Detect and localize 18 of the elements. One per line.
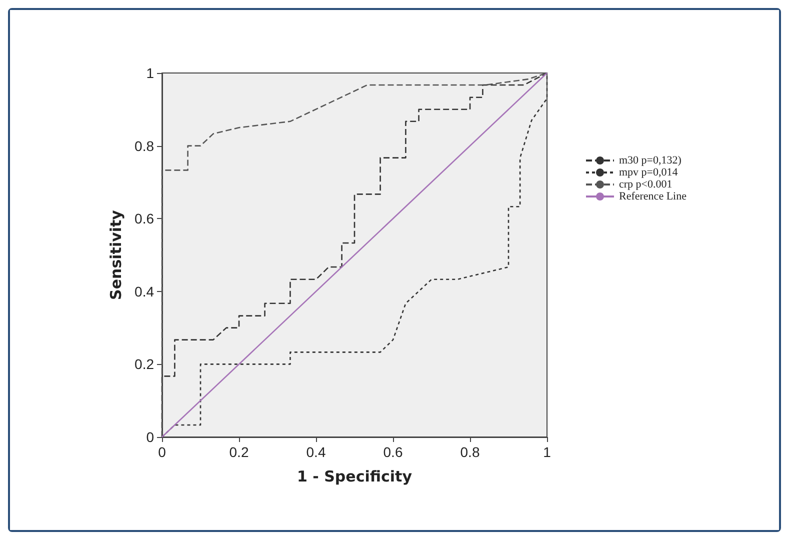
- x-tick-label: 1: [543, 444, 552, 460]
- legend-label: m30 p=0,132): [619, 154, 682, 166]
- y-tick-label: 1: [146, 65, 154, 81]
- y-tick-label: 0.2: [134, 356, 154, 372]
- x-tick-label: 0: [158, 444, 166, 460]
- x-tick-label: 0.8: [460, 444, 480, 460]
- y-tick-label: 0.4: [134, 283, 154, 300]
- y-axis-title: Sensitivity: [107, 210, 126, 300]
- y-tick-label: 0.6: [134, 210, 154, 227]
- y-tick-label: 0: [146, 429, 154, 445]
- x-tick-label: 0.2: [229, 444, 249, 460]
- x-axis-title: 1 - Specificity: [297, 468, 412, 486]
- x-tick-label: 0.6: [383, 444, 403, 460]
- y-tick-label: 0.8: [134, 138, 154, 154]
- x-tick-label: 0.4: [306, 444, 326, 460]
- legend-label: crp p<0.001: [619, 178, 672, 190]
- legend-label: Reference Line: [619, 190, 687, 202]
- legend-label: mpv p=0,014: [619, 166, 678, 178]
